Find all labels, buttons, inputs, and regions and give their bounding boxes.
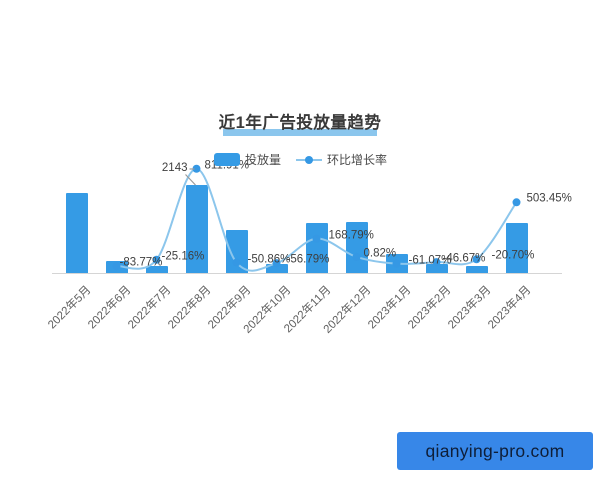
legend-label-growth-rate: 环比增长率 — [327, 153, 388, 167]
growth-label-2022年12月: 0.82% — [363, 247, 397, 260]
label-leader-line — [185, 174, 196, 186]
line-dot-2022年6月 — [112, 262, 121, 271]
bar-swatch-icon — [214, 153, 240, 166]
growth-line — [116, 167, 518, 272]
line-dot-icon — [296, 153, 322, 166]
line-dot-2022年9月 — [232, 258, 241, 267]
bar-2023年4月 — [505, 223, 528, 273]
title-underline — [223, 129, 377, 136]
growth-label-2023年1月: -61.07% — [408, 254, 452, 267]
legend-item-volume[interactable]: 投放量 — [214, 151, 281, 168]
line-dot-2022年12月 — [352, 252, 361, 261]
bar-2022年12月 — [345, 222, 368, 273]
line-dot-2023年4月 — [512, 198, 521, 207]
growth-label-2023年4月: 503.45% — [526, 192, 572, 205]
growth-label-2022年9月: -50.86% — [247, 253, 291, 266]
bar-value-label-2022年8月: 2143 — [161, 162, 188, 174]
line-dot-2022年11月 — [312, 234, 321, 243]
bar-2022年8月 — [185, 185, 208, 273]
growth-label-2022年7月: -25.16% — [161, 250, 205, 263]
line-dot-2022年7月 — [152, 255, 161, 264]
bar-2022年5月 — [65, 193, 88, 273]
x-axis-line — [52, 273, 562, 274]
watermark-badge[interactable]: qianying-pro.com — [397, 432, 593, 470]
chart-title: 近1年广告投放量趋势 — [218, 114, 382, 132]
growth-label-2023年2月: -46.67% — [442, 252, 486, 265]
bar-2022年7月 — [145, 266, 168, 273]
growth-label-2022年6月: -83.77% — [119, 256, 163, 269]
growth-label-2022年11月: 168.79% — [328, 229, 374, 242]
legend-label-volume: 投放量 — [245, 153, 282, 167]
bar-2022年11月 — [305, 223, 328, 273]
bar-2023年2月 — [425, 264, 448, 273]
line-dot-2023年1月 — [392, 259, 401, 268]
growth-label-2022年10月: -56.79% — [286, 253, 330, 266]
line-dot-2022年8月 — [192, 164, 201, 173]
bar-2022年9月 — [225, 230, 248, 273]
legend-item-growth-rate[interactable]: 环比增长率 — [296, 151, 387, 168]
line-dot-2022年10月 — [272, 259, 281, 268]
bar-2023年3月 — [465, 266, 488, 273]
line-dot-2023年3月 — [472, 255, 481, 264]
bar-2022年10月 — [265, 264, 288, 273]
line-dot-2023年2月 — [432, 258, 441, 267]
growth-label-2023年3月: -20.70% — [491, 249, 535, 262]
